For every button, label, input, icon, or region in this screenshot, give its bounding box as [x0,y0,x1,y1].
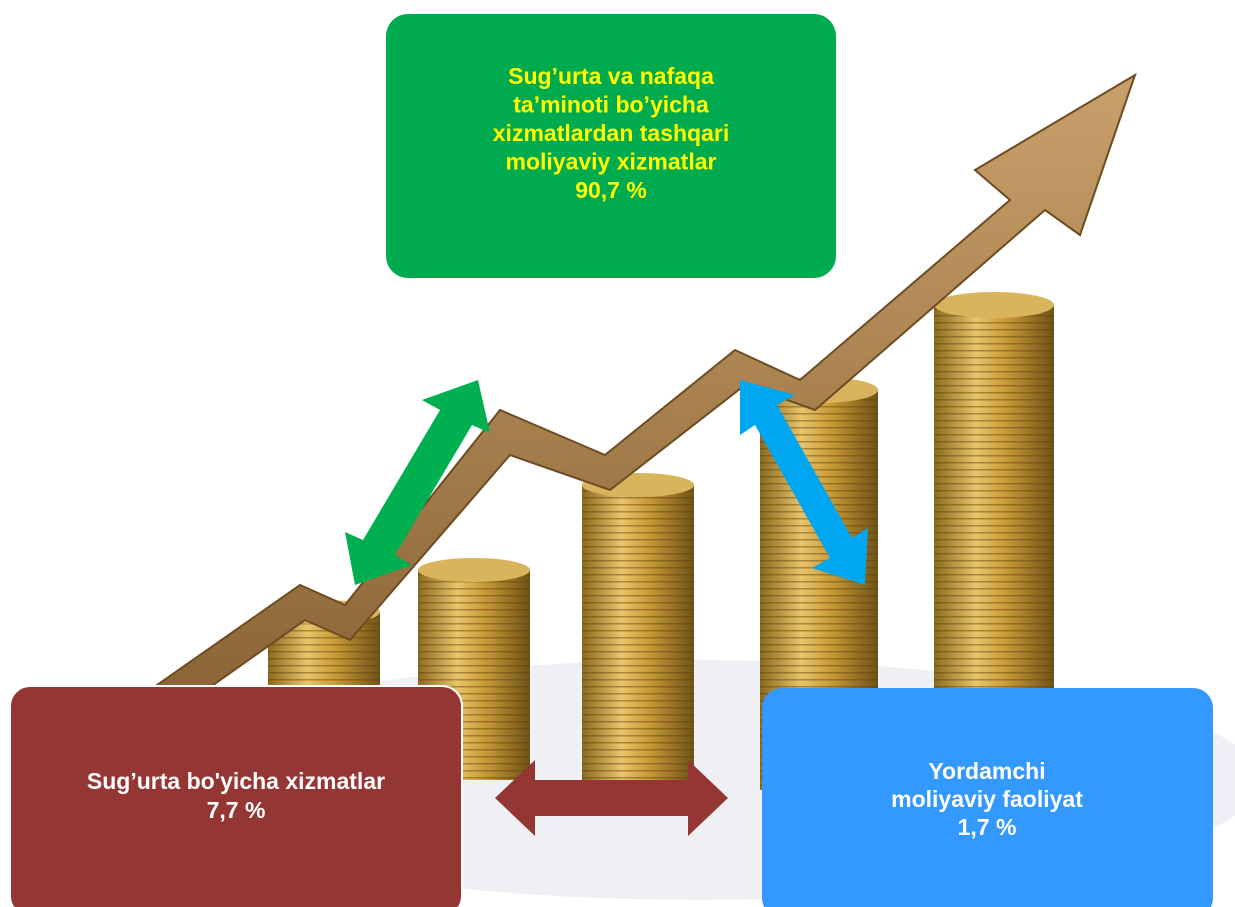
node-label: Sug’urta va nafaqa [508,63,714,89]
box-auxiliary [762,688,1213,907]
blue-arrow [740,380,868,585]
node-label: 1,7 % [958,814,1017,840]
node-label: moliyaviy faoliyat [891,786,1083,812]
node-label: Sug’urta bo'yicha xizmatlar [87,768,385,794]
red-arrow [495,760,728,836]
node-label: moliyaviy xizmatlar [506,149,717,175]
box-insurance-pension [386,14,836,278]
node-label: 7,7 % [207,797,266,823]
box-insurance [9,685,463,907]
node-label: xizmatlardan tashqari [493,120,729,146]
node-label: 90,7 % [575,177,647,203]
green-arrow [345,380,490,585]
node-label: ta’minoti bo’yicha [513,92,709,118]
node-label: Yordamchi [928,758,1045,784]
